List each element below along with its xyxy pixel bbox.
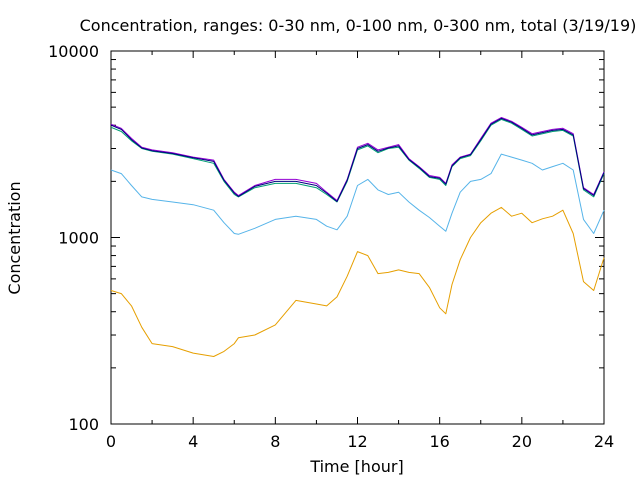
x-axis-label: Time [hour]	[309, 457, 403, 476]
series-line-4	[110, 117, 605, 201]
series-line-3	[110, 118, 605, 203]
series-group	[110, 117, 605, 357]
x-axis: 0 4 8 12 16 20 24	[106, 51, 614, 451]
y-tick-label: 1000	[58, 229, 99, 248]
x-tick-label: 8	[270, 432, 280, 451]
y-tick-label: 10000	[48, 42, 99, 61]
chart-title: Concentration, ranges: 0-30 nm, 0-100 nm…	[80, 16, 637, 35]
x-tick-label: 20	[512, 432, 532, 451]
y-tick-label: 100	[68, 415, 99, 434]
x-tick-label: 12	[347, 432, 367, 451]
x-tick-label: 0	[106, 432, 116, 451]
y-axis-label: Concentration	[5, 181, 24, 294]
series-line-2	[110, 153, 605, 235]
y-axis: 100 1000 10000	[48, 42, 604, 434]
series-line-5	[110, 117, 605, 202]
series-line-1	[110, 206, 605, 357]
x-tick-label: 4	[188, 432, 198, 451]
plot-frame	[110, 50, 605, 425]
x-tick-label: 16	[429, 432, 449, 451]
x-tick-label: 24	[594, 432, 614, 451]
